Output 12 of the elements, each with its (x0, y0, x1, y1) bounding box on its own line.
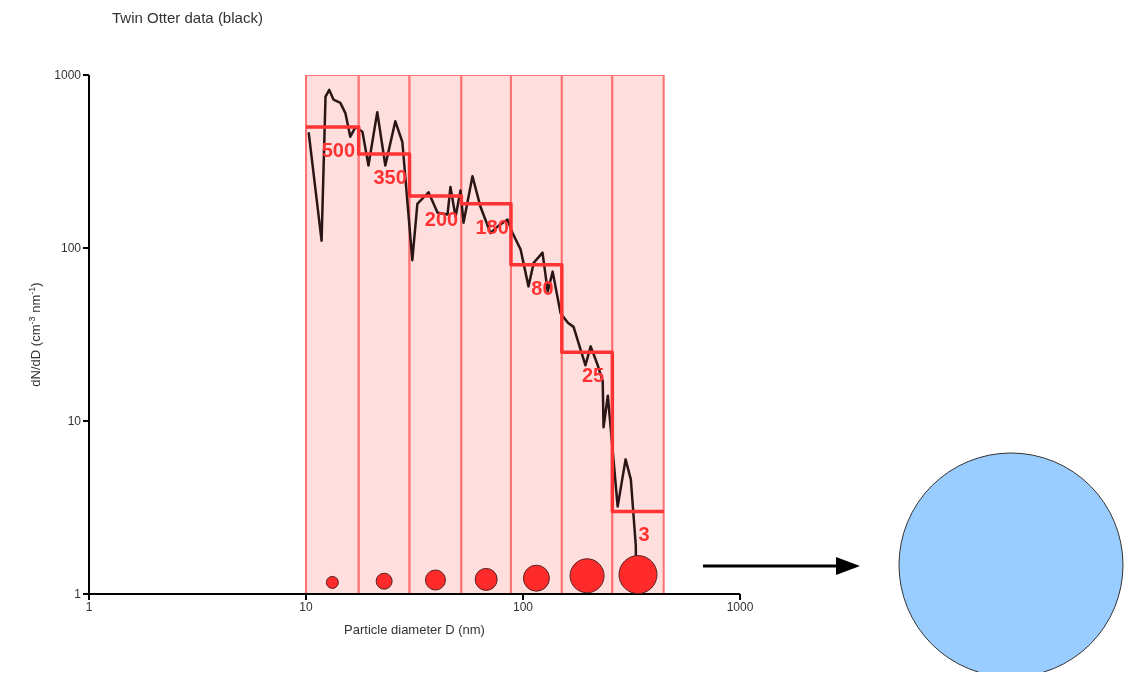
x-tick-label: 100 (512, 599, 534, 614)
x-tick-label: 1 (85, 599, 93, 614)
y-tick-label: 100 (60, 241, 82, 256)
data-label: 200 (424, 207, 459, 230)
y-tick-label: 10 (67, 414, 82, 429)
y-tick-label: 1 (74, 587, 82, 602)
data-label: 3 (638, 523, 650, 546)
x-axis-title: Particle diameter D (nm) (344, 622, 485, 637)
chart-title: Twin Otter data (black) (112, 9, 263, 26)
x-tick-label: 1000 (726, 599, 754, 614)
y-tick-label: 1000 (54, 68, 82, 83)
x-tick-label: 10 (299, 599, 313, 614)
